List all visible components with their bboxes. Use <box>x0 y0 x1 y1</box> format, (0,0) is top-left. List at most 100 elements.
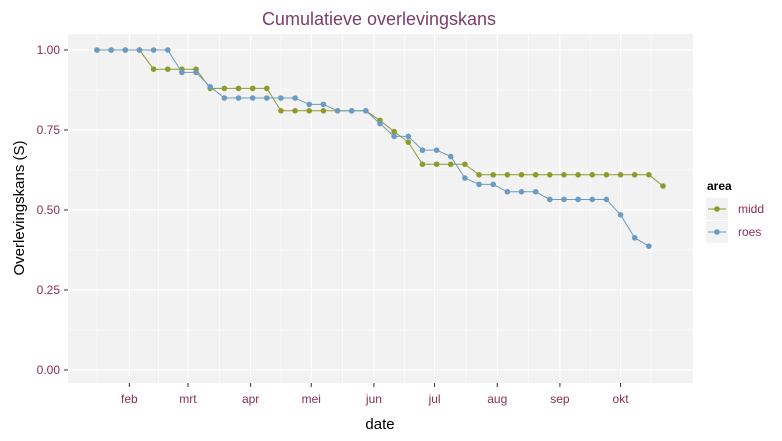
data-point-roes <box>617 212 624 218</box>
data-point-midd <box>476 172 482 178</box>
data-point-roes <box>575 196 581 203</box>
data-point-roes <box>193 69 199 76</box>
data-point-roes <box>207 84 213 90</box>
data-point-midd <box>575 172 581 178</box>
data-point-midd <box>433 161 440 168</box>
data-point-roes <box>405 133 412 140</box>
data-point-roes <box>504 188 511 195</box>
data-point-midd <box>221 85 228 92</box>
x-tick-label: okt <box>613 392 630 406</box>
data-point-roes <box>122 47 129 53</box>
data-point-roes <box>94 47 100 53</box>
data-point-roes <box>334 108 341 114</box>
data-point-midd <box>320 108 327 114</box>
y-tick-label: 1.00 <box>37 43 61 57</box>
y-tick-label: 0.00 <box>37 363 61 377</box>
data-point-midd <box>504 172 511 178</box>
data-point-roes <box>490 181 497 188</box>
data-point-midd <box>249 85 256 92</box>
data-point-roes <box>348 108 355 114</box>
y-axis-title: Overlevingskans (S) <box>11 140 28 275</box>
data-point-midd <box>150 66 157 72</box>
data-point-roes <box>462 175 468 181</box>
data-point-midd <box>447 161 454 168</box>
data-point-midd <box>589 172 596 178</box>
grid-minor <box>68 34 693 383</box>
data-point-roes <box>447 153 454 160</box>
data-point-roes <box>292 95 298 101</box>
data-point-midd <box>292 108 298 114</box>
series-roes <box>94 47 652 249</box>
data-point-roes <box>547 196 553 203</box>
data-point-roes <box>561 196 567 203</box>
data-point-midd <box>631 172 638 178</box>
data-point-roes <box>363 108 369 114</box>
data-point-roes <box>433 147 440 153</box>
data-point-roes <box>278 95 284 101</box>
x-tick-label: mei <box>302 392 321 406</box>
y-tick-label: 0.50 <box>37 203 61 217</box>
x-tick-label: aug <box>487 392 507 406</box>
x-tick-label: feb <box>121 392 138 406</box>
data-point-roes <box>164 47 171 53</box>
data-point-midd <box>617 172 624 178</box>
data-point-roes <box>320 101 327 108</box>
data-point-midd <box>518 172 525 178</box>
data-point-midd <box>419 161 426 168</box>
x-tick-label: jun <box>365 392 382 406</box>
series-layer <box>94 47 666 249</box>
y-tick-label: 0.75 <box>37 123 61 137</box>
data-point-roes <box>476 181 482 188</box>
data-point-midd <box>660 183 666 189</box>
legend-key-point <box>714 229 720 235</box>
x-axis-ticks: feb mrt apr mei jun jul aug sep okt <box>121 383 629 406</box>
data-point-midd <box>646 172 652 178</box>
data-point-midd <box>235 85 242 92</box>
data-point-roes <box>646 243 652 249</box>
data-point-midd <box>164 66 171 72</box>
data-point-midd <box>603 172 610 178</box>
data-point-roes <box>518 188 525 195</box>
data-point-midd <box>490 172 497 178</box>
chart-title: Cumulatieve overlevingskans <box>262 9 496 29</box>
legend: area midd roes <box>706 179 764 243</box>
data-point-midd <box>462 161 468 168</box>
data-point-roes <box>377 120 383 127</box>
data-point-midd <box>405 139 412 145</box>
data-point-midd <box>391 128 397 135</box>
data-point-roes <box>235 95 242 101</box>
data-point-midd <box>561 172 567 178</box>
data-point-roes <box>136 47 143 53</box>
y-tick-label: 0.25 <box>37 283 61 297</box>
data-point-roes <box>249 95 256 101</box>
series-line-roes <box>97 49 650 247</box>
legend-label-roes: roes <box>738 225 761 239</box>
data-point-roes <box>419 147 426 153</box>
data-point-midd <box>264 85 270 92</box>
data-point-roes <box>179 69 185 76</box>
data-point-midd <box>547 172 553 178</box>
data-point-roes <box>306 101 313 108</box>
data-point-roes <box>532 188 539 195</box>
legend-title: area <box>707 179 732 193</box>
plot-panel <box>68 34 693 383</box>
legend-key-point <box>714 206 720 212</box>
x-tick-label: jul <box>428 392 441 406</box>
x-tick-label: apr <box>242 392 259 406</box>
data-point-midd <box>532 172 539 178</box>
y-axis-ticks: 0.00 0.25 0.50 0.75 1.00 <box>37 43 68 377</box>
data-point-roes <box>108 47 114 53</box>
data-point-roes <box>264 95 270 101</box>
legend-label-midd: midd <box>738 202 764 216</box>
x-tick-label: sep <box>550 392 570 406</box>
grid-major <box>68 34 693 383</box>
data-point-roes <box>631 235 638 241</box>
data-point-roes <box>221 95 228 101</box>
data-point-roes <box>150 47 157 53</box>
x-tick-label: mrt <box>179 392 197 406</box>
data-point-midd <box>278 108 284 114</box>
data-point-roes <box>589 196 596 203</box>
x-axis-title: date <box>365 416 394 433</box>
data-point-roes <box>603 196 610 203</box>
